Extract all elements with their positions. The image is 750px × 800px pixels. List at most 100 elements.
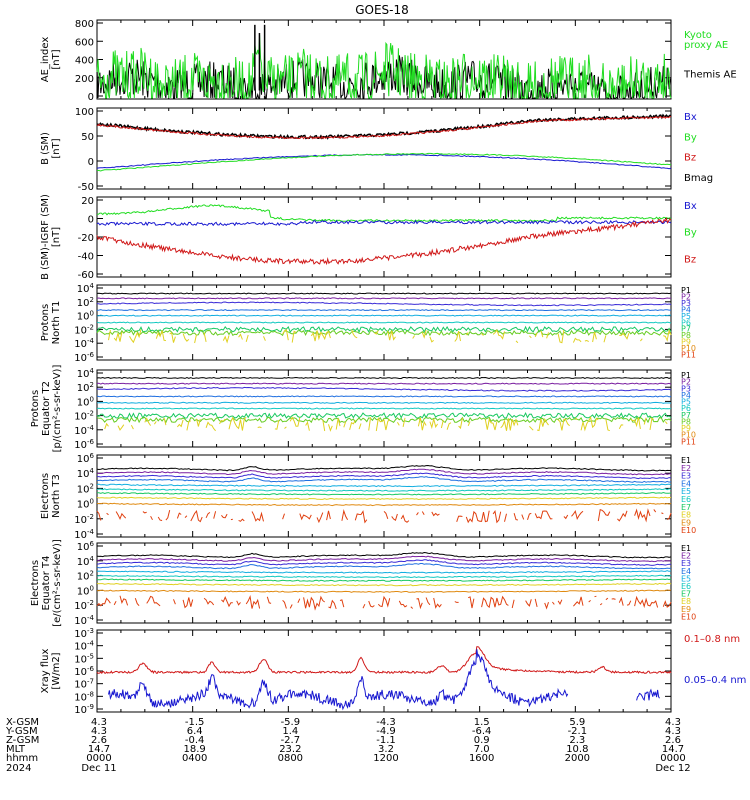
series-t1-p6 <box>96 321 672 324</box>
y-tick-label: 100 <box>75 107 94 118</box>
y-tick-label: 106 <box>77 540 95 553</box>
series-t4-e9 <box>96 589 672 593</box>
footer-cell: 2.6 <box>665 735 681 746</box>
series-t1-p7 <box>96 325 672 334</box>
y-tick-label: 200 <box>75 74 94 85</box>
legend-p8: P8 <box>681 331 691 340</box>
legend-e6: E6 <box>681 582 691 591</box>
legend-p7: P7 <box>681 411 691 420</box>
y-axis-label-bigrf: B (SM)-IGRF (SM)[nT] <box>40 194 62 280</box>
series-t4-e7 <box>96 578 672 582</box>
legend-e10: E10 <box>681 526 696 535</box>
series-t2-p8 <box>96 416 672 424</box>
series-kyoto-ae <box>96 35 672 100</box>
y-tick-label: -60 <box>78 270 94 281</box>
legend-e3: E3 <box>681 472 691 481</box>
y-tick-label: -50 <box>78 182 94 193</box>
series-t3-e10 <box>96 508 672 524</box>
footer-cell: 0000 <box>86 753 111 764</box>
series-xray-long <box>96 646 672 675</box>
legend-p4: P4 <box>681 305 691 314</box>
footer-cell: 0400 <box>182 753 207 764</box>
footer-row-label: hhmm <box>6 753 38 764</box>
legend-e3: E3 <box>681 559 691 568</box>
footer-row-label: MLT <box>6 744 26 755</box>
series-t3-e4 <box>96 476 672 483</box>
footer-cell: 14.7 <box>88 744 110 755</box>
y-tick-label: 10-3 <box>74 627 94 640</box>
y-axis-label-et4: ElectronsEquator T4[e/(cm²-s-sr-keV)] <box>30 539 63 627</box>
y-tick-label: 0 <box>88 157 94 168</box>
y-tick-label: 104 <box>77 282 95 295</box>
legend-e2: E2 <box>681 552 691 561</box>
y-axis-label-xray: Xray flux[W/m2] <box>40 649 62 694</box>
series-bx <box>96 219 672 227</box>
legend-p7: P7 <box>681 325 691 334</box>
legend-p11: P11 <box>681 437 696 446</box>
legend-bx: Bx <box>684 112 697 123</box>
footer-cell: -4.9 <box>376 726 396 737</box>
footer-cell: -2.7 <box>281 735 301 746</box>
y-tick-label: 20 <box>81 196 94 207</box>
footer-cell: 18.9 <box>184 744 206 755</box>
legend-p8: P8 <box>681 417 691 426</box>
legend-bz: Bz <box>684 153 696 164</box>
legend-p2: P2 <box>681 292 691 301</box>
y-tick-label: 102 <box>77 570 94 583</box>
y-tick-label: 400 <box>75 56 94 67</box>
y-tick-label: 102 <box>77 381 94 394</box>
y-tick-label: 10-4 <box>74 614 94 627</box>
series-t3-e5 <box>96 483 672 488</box>
footer-cell: 10.8 <box>566 744 588 755</box>
legend-e6: E6 <box>681 495 691 504</box>
y-tick-label: 10-2 <box>74 513 94 526</box>
series-t1-p9 <box>108 328 672 344</box>
series-t1-p8 <box>96 329 672 337</box>
legend-p5: P5 <box>681 312 691 321</box>
footer-cell: 5.9 <box>569 717 585 728</box>
footer-row-label: Z-GSM <box>6 735 39 746</box>
y-tick-label: 102 <box>77 296 94 309</box>
series-t1-p5 <box>96 314 671 317</box>
footer-cell: 1.4 <box>282 726 298 737</box>
y-tick-label: 100 <box>77 395 94 408</box>
legend-e7: E7 <box>681 590 691 599</box>
y-tick-label: 10-2 <box>74 410 94 423</box>
y-tick-label: 800 <box>75 19 94 30</box>
footer-cell: 14.7 <box>662 744 684 755</box>
legend-e5: E5 <box>681 487 691 496</box>
legend-p9: P9 <box>681 424 691 433</box>
series-t4-e5 <box>96 570 672 574</box>
footer-row-label: Y-GSM <box>5 726 38 737</box>
series-by <box>96 152 672 172</box>
footer-cell: 4.3 <box>665 726 681 737</box>
series-t4-e2 <box>96 555 672 563</box>
footer-cell: 1.5 <box>474 717 490 728</box>
series-t2-p7 <box>96 411 672 420</box>
footer-cell: 1600 <box>469 753 494 764</box>
footer-cell: 7.0 <box>474 744 490 755</box>
legend-p3: P3 <box>681 299 691 308</box>
legend-p3: P3 <box>681 384 691 393</box>
series-xray-short <box>108 649 660 711</box>
series-t1-p2 <box>96 297 672 300</box>
series-themis-ae <box>96 55 672 100</box>
legend-themis-ae: Themis AE <box>683 70 737 81</box>
footer-row-label: 2024 <box>6 763 31 774</box>
y-tick-label: 106 <box>77 452 95 465</box>
footer-cell: 0800 <box>278 753 303 764</box>
y-tick-label: -40 <box>78 252 94 263</box>
y-tick-label: 10-6 <box>74 351 94 364</box>
series-t4-e10 <box>96 594 672 611</box>
y-tick-label: -20 <box>78 233 94 244</box>
legend-p1: P1 <box>681 286 691 295</box>
legend-e1: E1 <box>681 544 691 553</box>
y-axis-label-pt2: ProtonsEquator T2[p/(cm²-s-sr-keV)] <box>30 365 63 453</box>
series-t4-e1 <box>96 551 672 559</box>
footer-cell: 2.6 <box>91 735 107 746</box>
series-t2-p6 <box>96 407 672 410</box>
footer-cell: 1200 <box>373 753 398 764</box>
series-t2-p1 <box>96 376 672 380</box>
